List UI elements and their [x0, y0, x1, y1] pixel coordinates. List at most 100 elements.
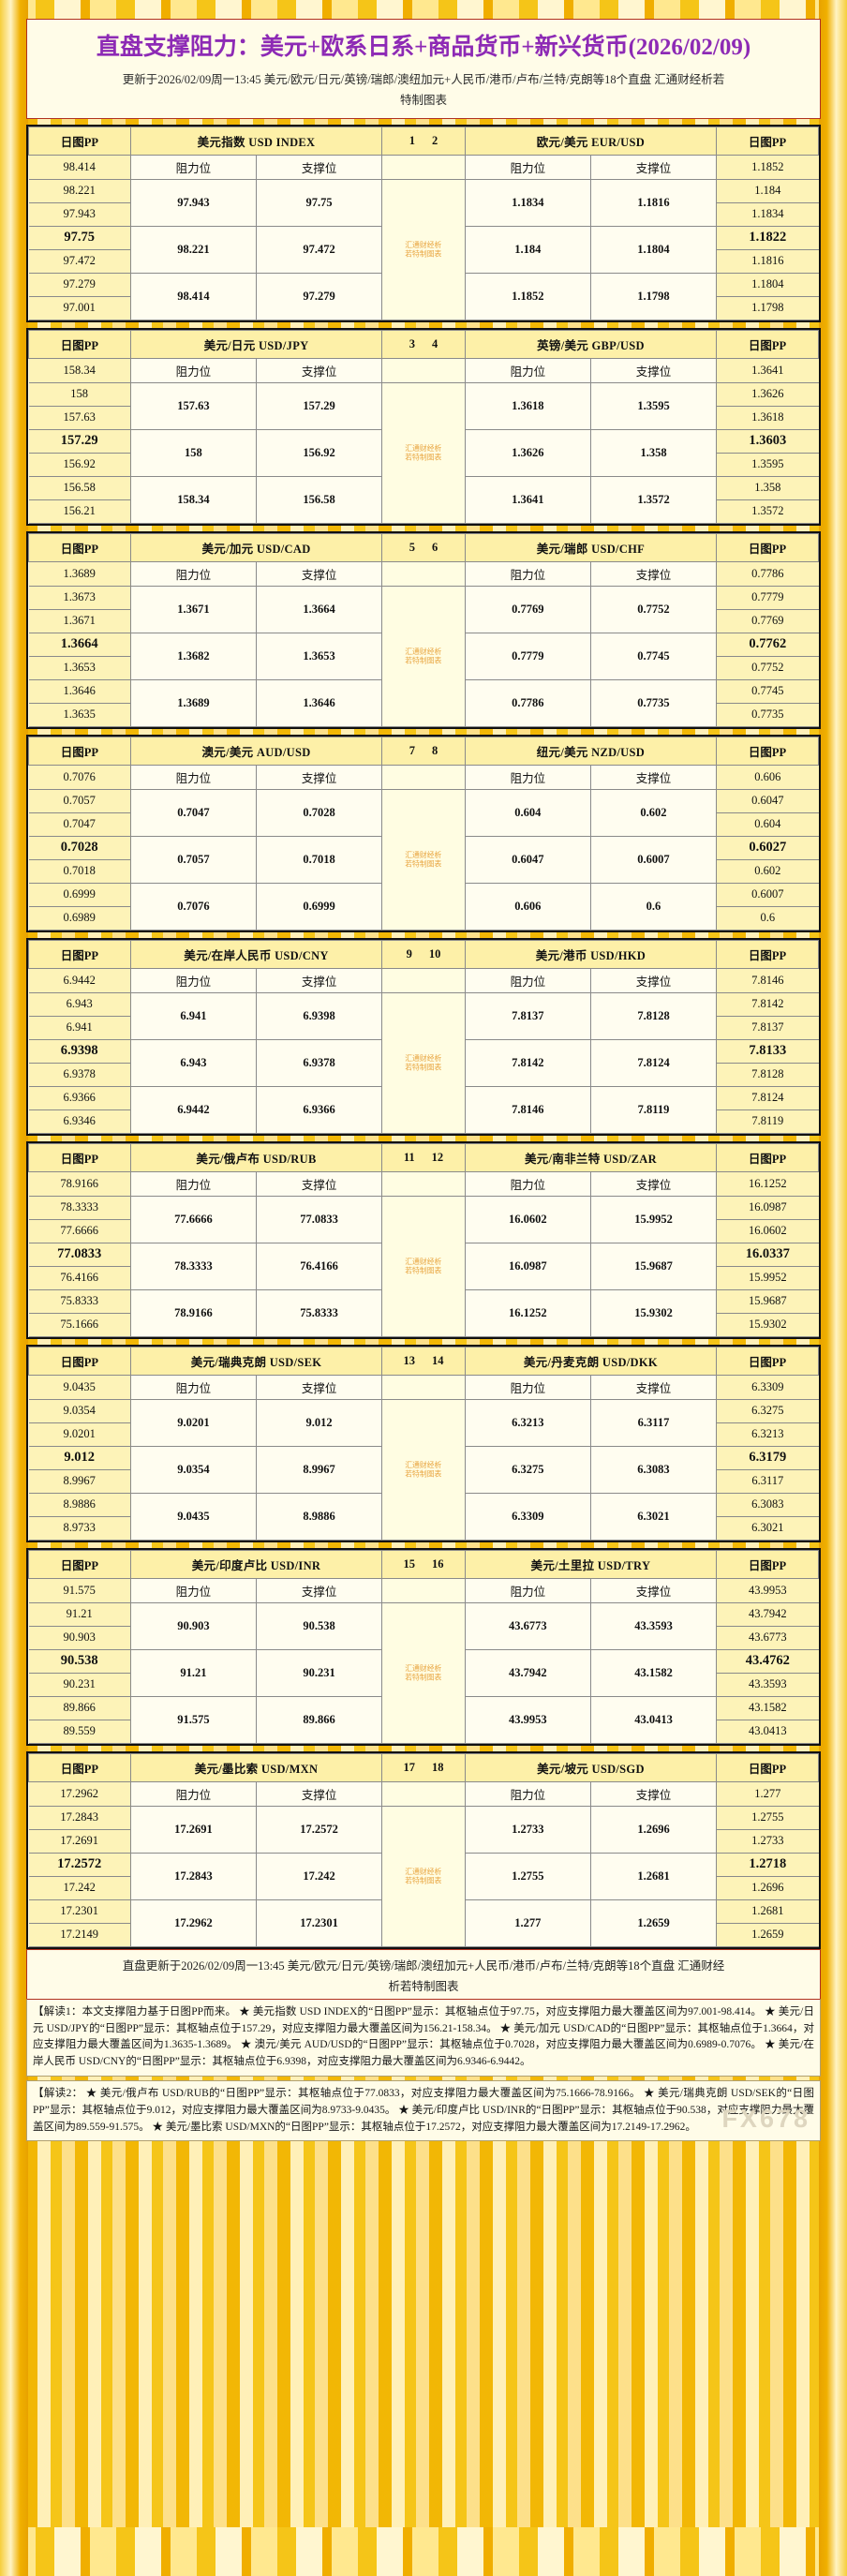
pivot-level-value: 1.1852 — [716, 154, 819, 180]
support-value-right: 6.3117 — [589, 1398, 718, 1447]
footer-title-line2: 析若特制图表 — [26, 1977, 821, 1999]
currency-table: 日图PP 美元/加元 USD/CAD 5 6 美元/瑞郎 USD/CHF 日图PP 1.36… — [28, 532, 819, 727]
resistance-value-right: 0.6047 — [464, 835, 591, 884]
pivot-level-value: 0.606 — [716, 764, 819, 790]
resistance-value-left: 0.7076 — [129, 882, 258, 931]
support-value-left: 8.9886 — [255, 1492, 383, 1541]
pivot-level-value: 6.3309 — [716, 1374, 819, 1400]
pp-header-right: 日图PP — [716, 736, 819, 766]
pair-title-left: 美元/日元 USD/JPY — [129, 329, 383, 359]
pivot-level-value: 1.2681 — [716, 1898, 819, 1924]
pivot-level-value: 0.7762 — [716, 632, 819, 657]
pair-title-left: 美元指数 USD INDEX — [129, 126, 383, 156]
pivot-level-value: 1.1798 — [716, 295, 819, 320]
pivot-level-value: 17.2301 — [28, 1898, 131, 1924]
support-value-right: 43.1582 — [589, 1648, 718, 1697]
pivot-level-value: 0.602 — [716, 858, 819, 884]
table-row: 17.2301 17.2962 17.2301 1.277 1.2659 1.2681 — [28, 1898, 819, 1947]
support-value-right: 1.2659 — [589, 1898, 718, 1947]
pair-title-right: 美元/丹麦克朗 USD/DKK — [464, 1346, 718, 1376]
pivot-level-value: 6.3117 — [716, 1468, 819, 1494]
table-row: 17.2843 17.2691 17.2572 汇通财经析 若特制图表 1.2733 1.2… — [28, 1805, 819, 1947]
support-value-right: 0.7735 — [589, 678, 718, 727]
support-value-right: 0.602 — [589, 788, 718, 837]
support-value-right: 43.0413 — [589, 1695, 718, 1744]
pivot-level-value: 0.7018 — [28, 858, 131, 884]
table-row: 89.866 91.575 89.866 43.9953 43.0413 43.1582 — [28, 1695, 819, 1744]
block-index-numbers: 15 16 — [381, 1549, 466, 1579]
resistance-value-right: 0.606 — [464, 882, 591, 931]
pivot-level-value: 0.6047 — [716, 788, 819, 813]
table-row: 1.3653 0.7752 — [28, 655, 819, 680]
resistance-value-left: 17.2962 — [129, 1898, 258, 1947]
resistance-label-right: 阻力位 — [464, 967, 591, 993]
support-value-right: 1.1798 — [589, 272, 718, 320]
pivot-level-value: 1.3689 — [28, 560, 131, 587]
support-label-left: 支撑位 — [255, 967, 383, 993]
support-label-left: 支撑位 — [255, 560, 383, 587]
support-value-left: 76.4166 — [255, 1242, 383, 1290]
resistance-label-left: 阻力位 — [129, 967, 258, 993]
block-number-right: 4 — [431, 336, 438, 350]
table-row: 9.0201 6.3213 — [28, 1422, 819, 1447]
pivot-level-value: 6.9442 — [28, 967, 131, 993]
support-value-right: 1.2681 — [589, 1852, 718, 1900]
pivot-level-value: 97.943 — [28, 201, 131, 227]
pp-header-left: 日图PP — [28, 532, 131, 562]
pivot-level-value: 1.2696 — [716, 1875, 819, 1900]
support-value-left: 6.9378 — [255, 1038, 383, 1087]
pivot-level-value: 78.3333 — [28, 1195, 131, 1220]
table-row: 1.3664 1.3682 1.3653 0.7779 0.7745 0.7762 — [28, 632, 819, 680]
table-row: 97.001 1.1798 — [28, 295, 819, 320]
pair-title-right: 英镑/美元 GBP/USD — [464, 329, 718, 359]
support-label-right: 支撑位 — [589, 967, 718, 993]
pivot-level-value: 16.0337 — [716, 1242, 819, 1267]
table-header-row: 日图PP 美元/加元 USD/CAD 5 6 美元/瑞郎 USD/CHF 日图PP — [28, 532, 819, 562]
table-row: 156.58 158.34 156.58 1.3641 1.3572 1.358 — [28, 475, 819, 524]
pp-header-left: 日图PP — [28, 1549, 131, 1579]
support-label-left: 支撑位 — [255, 357, 383, 383]
table-row: 90.538 91.21 90.231 43.7942 43.1582 43.4762 — [28, 1648, 819, 1697]
resistance-value-left: 157.63 — [129, 381, 258, 430]
middle-spacer — [381, 1577, 466, 1603]
currency-table: 日图PP 澳元/美元 AUD/USD 7 8 纽元/美元 NZD/USD 日图PP 0.70… — [28, 736, 819, 931]
support-value-right: 15.9302 — [589, 1288, 718, 1337]
pivot-level-value: 98.221 — [28, 178, 131, 203]
table-row: 6.9366 6.9442 6.9366 7.8146 7.8119 7.8124 — [28, 1085, 819, 1134]
resistance-value-left: 78.9166 — [129, 1288, 258, 1337]
resistance-label-right: 阻力位 — [464, 154, 591, 180]
table-header-row: 日图PP 美元/墨比索 USD/MXN 17 18 美元/坡元 USD/SGD 日图PP — [28, 1752, 819, 1782]
table-row: 157.29 158 156.92 1.3626 1.358 1.3603 — [28, 428, 819, 477]
support-value-left: 8.9967 — [255, 1445, 383, 1494]
resistance-value-left: 1.3682 — [129, 632, 258, 680]
resistance-value-left: 17.2691 — [129, 1805, 258, 1854]
support-label-left: 支撑位 — [255, 1577, 383, 1603]
resistance-value-right: 6.3275 — [464, 1445, 591, 1494]
pair-title-right: 纽元/美元 NZD/USD — [464, 736, 718, 766]
currency-table: 日图PP 美元/在岸人民币 USD/CNY 9 10 美元/港币 USD/HKD 日图PP… — [28, 939, 819, 1134]
support-label-right: 支撑位 — [589, 154, 718, 180]
pivot-level-value: 6.9398 — [28, 1038, 131, 1064]
table-row: 97.472 1.1816 — [28, 248, 819, 274]
support-label-right: 支撑位 — [589, 764, 718, 790]
support-value-left: 157.29 — [255, 381, 383, 430]
pivot-level-value: 1.3595 — [716, 452, 819, 477]
pivot-level-value: 0.6007 — [716, 882, 819, 907]
resistance-value-right: 0.604 — [464, 788, 591, 837]
pivot-level-value: 0.7752 — [716, 655, 819, 680]
pivot-level-value: 15.9302 — [716, 1312, 819, 1337]
resistance-value-left: 158.34 — [129, 475, 258, 524]
decorative-gold-border-right — [819, 0, 847, 2576]
block-number-right: 10 — [428, 946, 441, 960]
table-row: 90.231 43.3593 — [28, 1672, 819, 1697]
support-value-left: 0.6999 — [255, 882, 383, 931]
pivot-level-value: 0.7786 — [716, 560, 819, 587]
resistance-label-left: 阻力位 — [129, 560, 258, 587]
currency-block: 日图PP 美元/在岸人民币 USD/CNY 9 10 美元/港币 USD/HKD 日图PP… — [26, 937, 821, 1136]
pivot-level-value: 1.3653 — [28, 655, 131, 680]
support-value-right: 1.3595 — [589, 381, 718, 430]
pp-header-right: 日图PP — [716, 1752, 819, 1782]
